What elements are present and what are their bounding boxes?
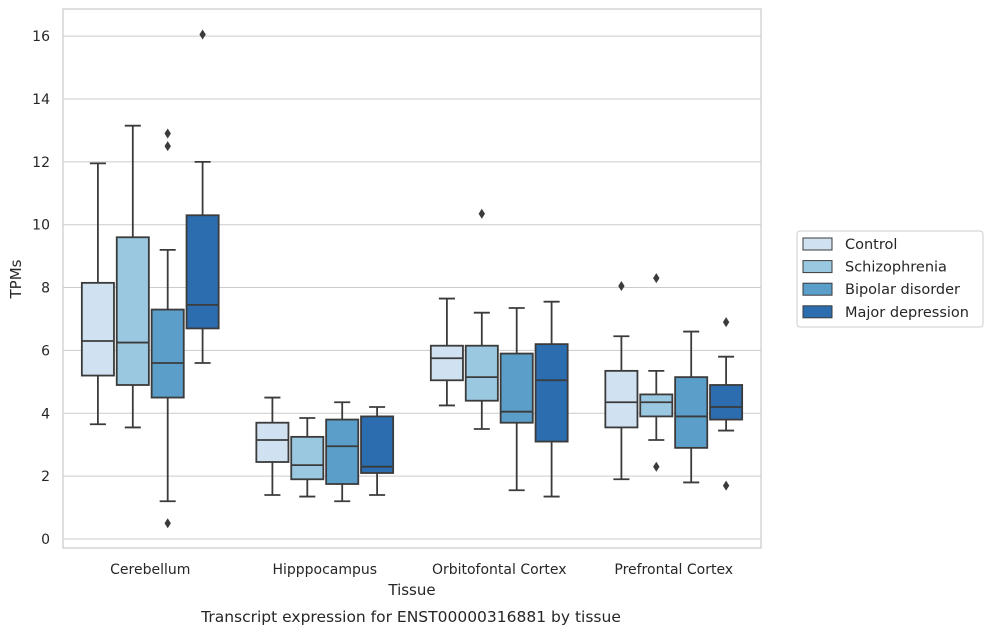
outlier-point <box>722 317 730 328</box>
x-axis-title: Tissue <box>387 581 435 599</box>
legend: Control Schizophrenia Bipolar disorder Majo… <box>796 230 984 328</box>
box-groups <box>80 29 744 529</box>
legend-frame <box>796 230 984 328</box>
legend-label: Schizophrenia <box>845 260 947 276</box>
chart-caption: Transcript expression for ENST0000031688… <box>200 608 621 626</box>
box-iqr <box>534 343 569 443</box>
box-bipolar-disorder <box>674 330 709 484</box>
outlier-point <box>164 128 171 139</box>
box-iqr <box>360 415 395 474</box>
y-tick-label: 16 <box>32 29 50 45</box>
y-axis-title: TPMs <box>7 259 25 299</box>
legend-label: Bipolar disorder <box>845 282 960 298</box>
box-iqr <box>464 344 499 402</box>
x-tick-label: Prefrontal Cortex <box>614 562 733 578</box>
box-iqr <box>185 214 220 330</box>
box-control <box>604 280 639 481</box>
box-major-depression <box>185 29 220 364</box>
outlier-point <box>164 518 171 529</box>
box-schizophrenia <box>639 273 674 472</box>
box-bipolar-disorder <box>150 128 185 529</box>
y-tick-label: 10 <box>32 218 50 234</box>
legend-swatch <box>802 260 833 274</box>
box-major-depression <box>534 300 569 498</box>
box-bipolar-disorder <box>499 307 534 492</box>
box-major-depression <box>709 317 744 491</box>
x-tick-label: Hipppocampus <box>272 562 377 578</box>
legend-label: Major depression <box>845 305 969 321</box>
box-schizophrenia <box>115 124 150 429</box>
x-tick-label: Orbitofontal Cortex <box>432 562 567 578</box>
box-iqr <box>604 369 639 429</box>
y-tick-label: 0 <box>41 532 50 548</box>
y-tick-label: 4 <box>41 406 50 422</box>
box-iqr <box>115 236 150 386</box>
y-tick-label: 8 <box>41 281 50 297</box>
box-control <box>80 162 115 426</box>
outlier-point <box>618 280 625 291</box>
box-iqr <box>709 384 744 421</box>
legend-swatch <box>802 237 833 251</box>
box-schizophrenia <box>464 208 499 430</box>
y-tick-label: 6 <box>41 343 50 359</box>
box-control <box>429 297 464 407</box>
y-tick-label: 2 <box>41 469 50 485</box>
outlier-point <box>653 461 660 472</box>
plot-frame <box>62 8 762 549</box>
box-bipolar-disorder <box>325 401 360 503</box>
y-axis-ticks: 0 2 4 6 8 10 12 14 16 <box>32 29 50 548</box>
x-tick-label: Cerebellum <box>110 562 190 578</box>
outlier-point <box>653 273 660 284</box>
box-iqr <box>325 418 360 485</box>
box-iqr <box>80 281 115 377</box>
legend-swatch <box>802 282 833 296</box>
outlier-point <box>722 480 730 491</box>
box-major-depression <box>360 406 395 496</box>
box-schizophrenia <box>290 417 325 498</box>
box-iqr <box>150 308 185 399</box>
box-iqr <box>255 421 290 463</box>
box-iqr <box>290 435 325 481</box>
outlier-point <box>199 29 206 40</box>
y-tick-label: 14 <box>32 92 50 108</box>
box-iqr <box>639 393 674 418</box>
box-iqr <box>429 344 464 382</box>
outlier-point <box>164 141 171 152</box>
x-axis-ticks: Cerebellum Hipppocampus Orbitofontal Corte… <box>110 562 733 578</box>
box-control <box>255 396 290 496</box>
outlier-point <box>478 208 485 219</box>
legend-label: Control <box>845 237 897 253</box>
legend-swatch <box>802 305 833 319</box>
box-iqr <box>674 376 709 449</box>
y-tick-label: 12 <box>32 155 50 171</box>
